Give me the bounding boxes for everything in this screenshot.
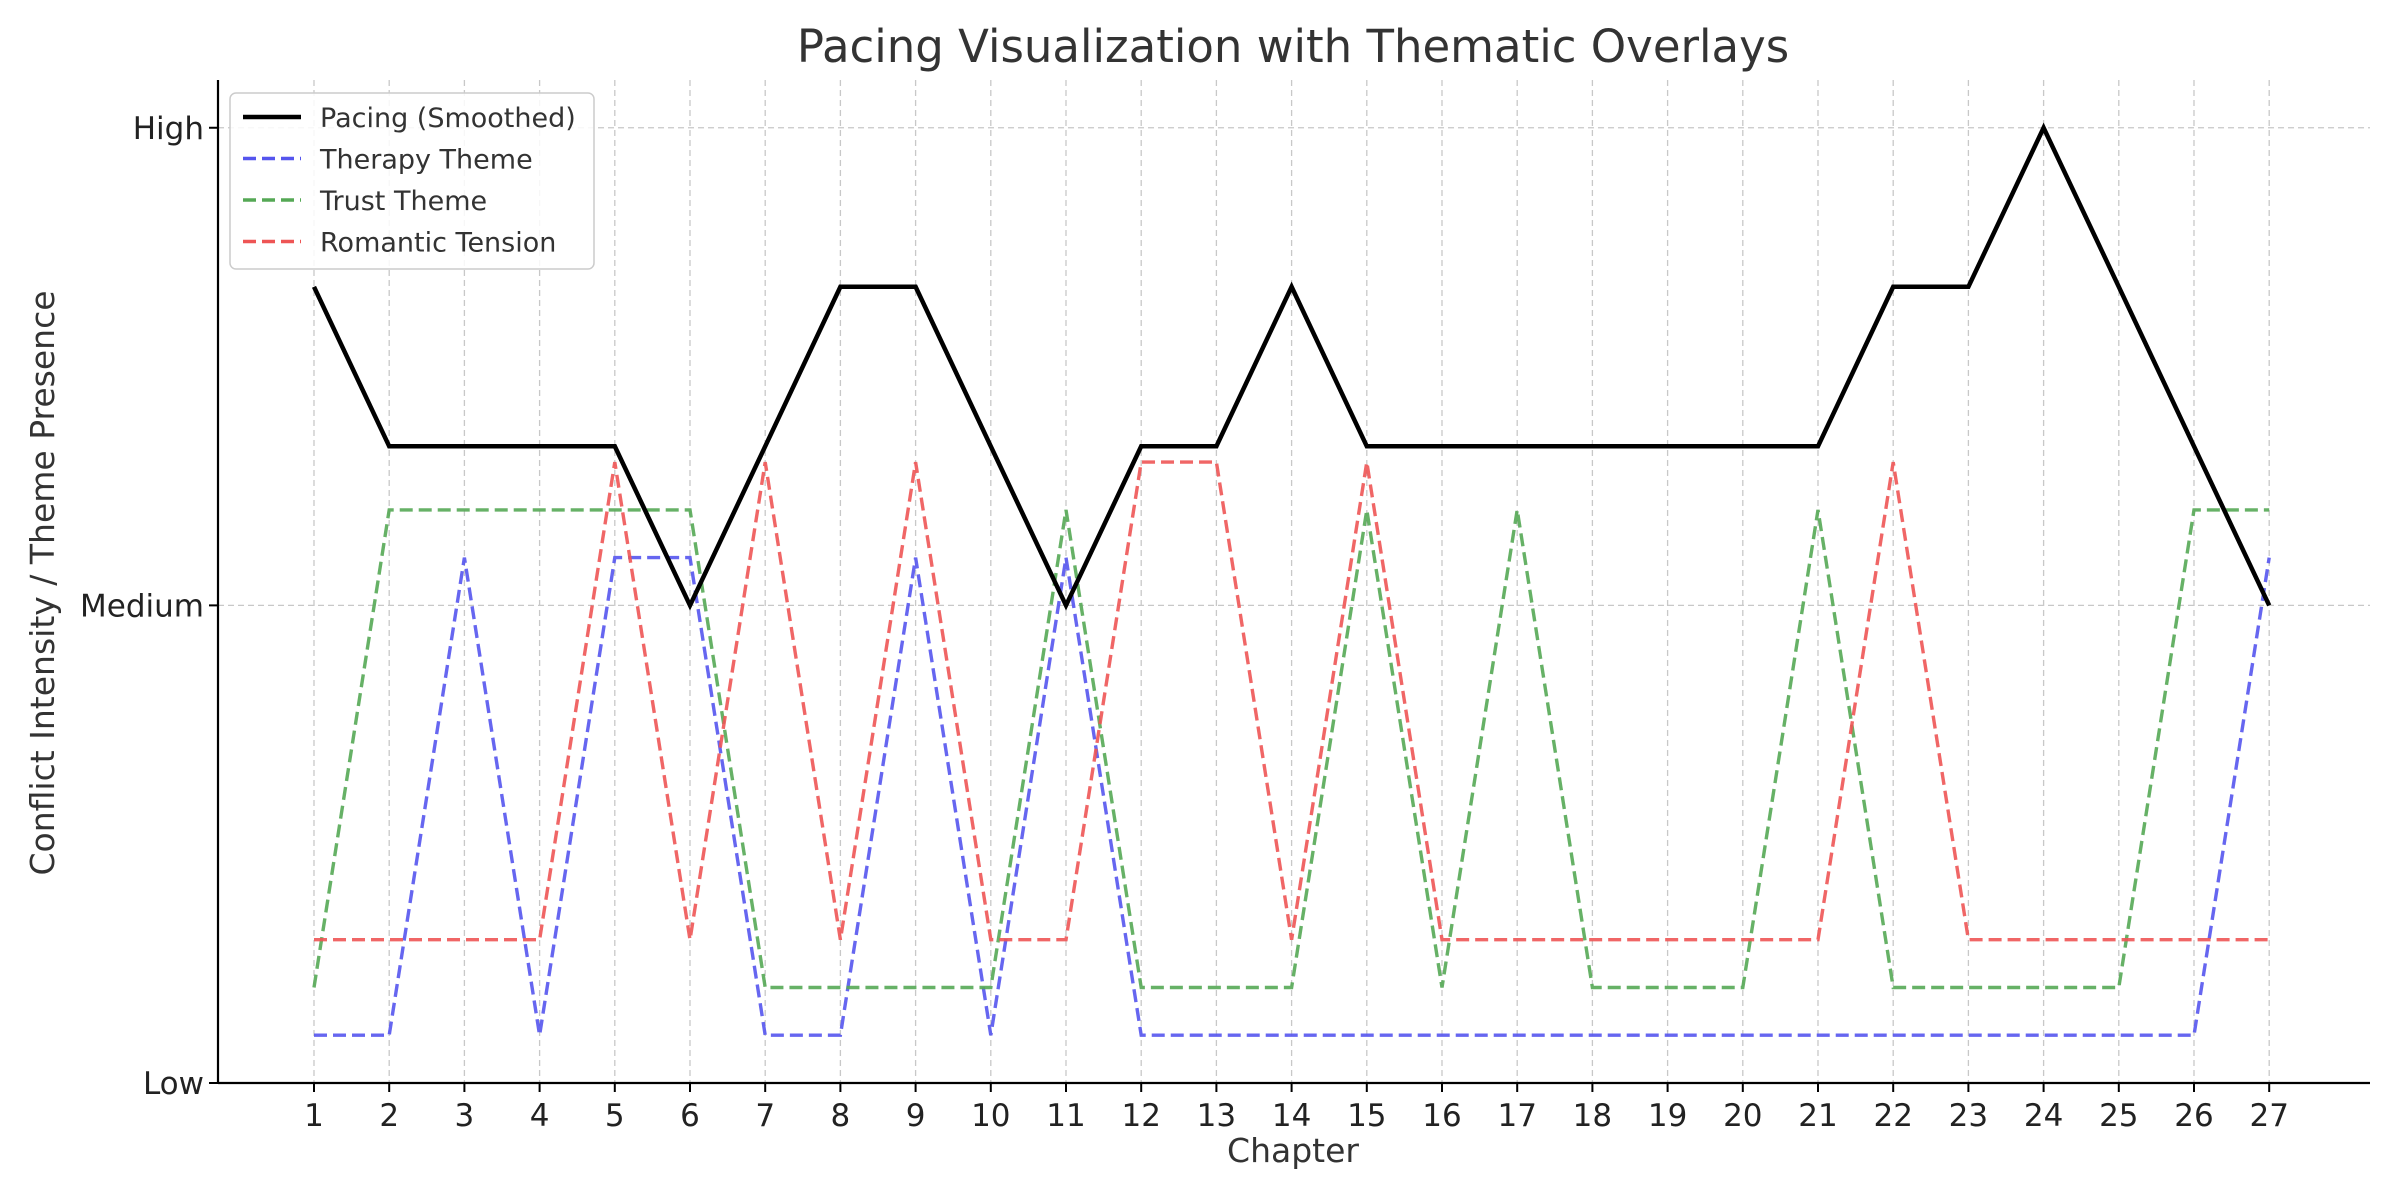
x-tick-label: 26 <box>2174 1098 2213 1134</box>
legend-label: Pacing (Smoothed) <box>320 103 576 134</box>
x-ticks: 1 2 3 4 5 6 7 8 9 10 11 12 13 14 15 16 17 18 19 20 21 22 23 24 2… <box>304 1083 2289 1134</box>
x-tick-label: 3 <box>455 1098 475 1134</box>
y-tick-label: Medium <box>80 588 204 624</box>
x-tick-label: 21 <box>1798 1098 1837 1134</box>
x-tick-label: 15 <box>1347 1098 1386 1134</box>
x-tick-label: 17 <box>1497 1098 1536 1134</box>
series-line-romantic-tension <box>314 460 2270 942</box>
x-tick-label: 16 <box>1422 1098 1461 1134</box>
x-tick-label: 10 <box>971 1098 1010 1134</box>
legend: Pacing (Smoothed) Therapy Theme Trust Them… <box>229 92 595 270</box>
x-tick-label: 11 <box>1046 1098 1085 1134</box>
y-tick-label: Low <box>143 1066 204 1102</box>
x-tick-label: 13 <box>1197 1098 1236 1134</box>
x-tick-label: 8 <box>831 1098 851 1134</box>
x-tick-label: 27 <box>2249 1098 2288 1134</box>
x-tick-label: 1 <box>304 1098 324 1134</box>
x-tick-label: 22 <box>1873 1098 1912 1134</box>
y-axis-label: Conflict Intensity / Theme Presence <box>23 290 62 875</box>
x-tick-label: 12 <box>1121 1098 1160 1134</box>
x-tick-label: 4 <box>530 1098 550 1134</box>
x-tick-label: 6 <box>680 1098 700 1134</box>
x-tick-label: 14 <box>1272 1098 1311 1134</box>
x-tick-label: 25 <box>2099 1098 2138 1134</box>
x-tick-label: 20 <box>1723 1098 1762 1134</box>
legend-label: Trust Theme <box>319 186 487 217</box>
x-tick-label: 19 <box>1648 1098 1687 1134</box>
chart-title: Pacing Visualization with Thematic Overl… <box>797 20 1789 73</box>
x-tick-label: 18 <box>1573 1098 1612 1134</box>
x-tick-label: 23 <box>1949 1098 1988 1134</box>
legend-label: Romantic Tension <box>320 228 556 259</box>
legend-frame <box>229 92 595 270</box>
x-tick-label: 9 <box>906 1098 926 1134</box>
x-axis-label: Chapter <box>1227 1131 1359 1170</box>
series-line-therapy-theme <box>314 555 2271 1037</box>
axes <box>216 80 2370 1085</box>
plot-area <box>311 122 2272 1037</box>
x-tick-label: 5 <box>605 1098 625 1134</box>
x-tick-label: 7 <box>755 1098 775 1134</box>
legend-label: Therapy Theme <box>319 145 533 176</box>
x-tick-label: 2 <box>379 1098 399 1134</box>
y-tick-label: High <box>133 111 204 147</box>
y-ticks: Low Medium High <box>80 111 218 1102</box>
series-line-trust-theme <box>312 508 2270 990</box>
series-line-pacing-smoothed <box>311 122 2272 611</box>
x-tick-label: 24 <box>2024 1098 2063 1134</box>
